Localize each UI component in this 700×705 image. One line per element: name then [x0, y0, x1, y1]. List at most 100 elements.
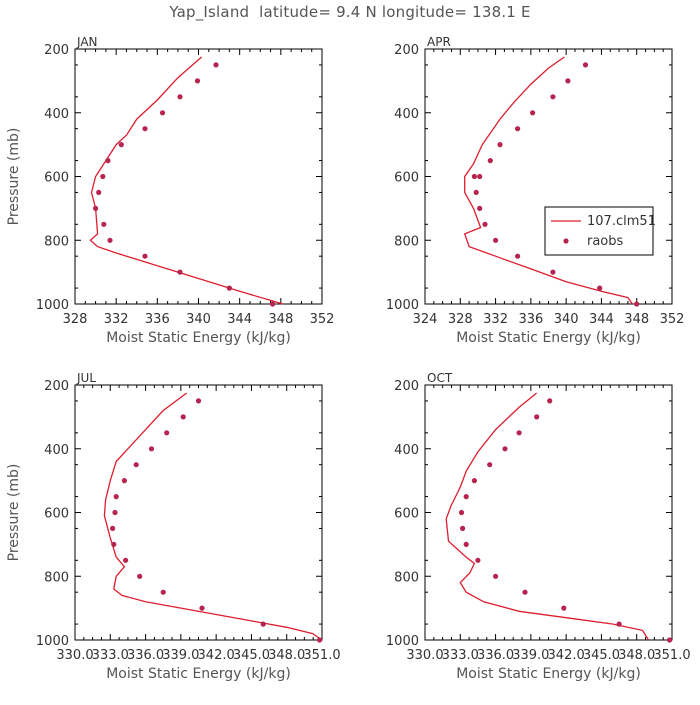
raobs-point	[260, 621, 266, 627]
y-tick-label: 400	[394, 443, 419, 458]
y-tick-label: 200	[44, 379, 69, 394]
raobs-point	[516, 430, 522, 436]
panel-title: JUL	[76, 371, 96, 385]
panel-jul: JUL 330.0333.0336.0339.0342.0345.0348.035…	[6, 371, 341, 682]
x-axis-label: Moist Static Energy (kJ/kg)	[456, 330, 641, 346]
raobs-point	[121, 478, 127, 484]
raobs-point	[226, 285, 232, 291]
y-tick-label: 600	[394, 171, 419, 186]
raobs-point	[118, 142, 124, 148]
x-tick-label: 342.0	[198, 648, 235, 663]
raobs-point	[133, 462, 139, 468]
raobs-point	[616, 621, 622, 627]
x-tick-label: 333.0	[92, 648, 129, 663]
raobs-point	[493, 573, 499, 579]
raobs-point	[477, 205, 483, 211]
raobs-point	[111, 541, 117, 548]
x-tick-label: 351.0	[303, 648, 340, 663]
raobs-point	[534, 414, 540, 420]
x-tick-label: 352	[310, 312, 335, 327]
raobs-point	[597, 285, 603, 291]
raobs-point	[550, 94, 556, 100]
y-tick-label: 600	[44, 171, 69, 186]
x-tick-label: 352	[660, 312, 685, 327]
raobs-point	[148, 446, 155, 452]
raobs-point	[473, 189, 479, 195]
x-tick-label: 348.0	[618, 648, 655, 663]
raobs-point	[159, 110, 166, 116]
x-tick-label: 336.0	[477, 648, 514, 663]
x-tick-label: 336	[145, 312, 170, 327]
y-tick-label: 400	[394, 107, 419, 122]
panel-oct: OCT 330.0333.0336.0339.0342.0345.0348.035…	[386, 371, 691, 682]
figure-title: Yap_Island latitude= 9.4 N longitude= 13…	[169, 3, 531, 21]
x-tick-label: 348.0	[268, 648, 305, 663]
y-tick-label: 800	[394, 570, 419, 585]
panel-title: APR	[427, 35, 451, 49]
raobs-point	[93, 205, 99, 211]
raobs-point	[667, 637, 673, 643]
raobs-point	[199, 605, 205, 611]
x-axis-label: Moist Static Energy (kJ/kg)	[106, 666, 291, 682]
x-tick-label: 348	[624, 312, 649, 327]
y-tick-label: 600	[44, 507, 69, 522]
raobs-point	[142, 253, 148, 259]
raobs-point	[96, 189, 102, 195]
raobs-point	[475, 557, 481, 563]
y-axis-label: Pressure (mb)	[6, 464, 22, 562]
raobs-point	[547, 398, 553, 404]
raobs-point	[112, 509, 118, 516]
raobs-point	[105, 158, 111, 164]
raobs-point	[477, 173, 483, 180]
x-axis-label: Moist Static Energy (kJ/kg)	[106, 330, 291, 346]
x-tick-label: 324	[413, 312, 438, 327]
series-line-107-clm51	[89, 56, 284, 305]
y-tick-label: 400	[44, 443, 69, 458]
plot-frame	[74, 48, 323, 305]
raobs-point	[113, 494, 119, 500]
raobs-point	[502, 446, 508, 452]
y-tick-label: 1000	[386, 298, 419, 313]
raobs-point	[213, 62, 219, 68]
x-tick-label: 328	[448, 312, 473, 327]
raobs-point	[195, 398, 202, 404]
raobs-point	[177, 94, 183, 100]
raobs-point	[493, 237, 499, 243]
y-axis-label: Pressure (mb)	[6, 128, 22, 226]
y-tick-label: 1000	[386, 634, 419, 649]
x-tick-label: 333.0	[442, 648, 479, 663]
y-tick-label: 400	[44, 107, 69, 122]
y-tick-label: 200	[44, 43, 69, 58]
panel-title: JAN	[76, 35, 98, 49]
series-line-107-clm51	[103, 392, 323, 641]
plot-frame	[424, 48, 673, 305]
raobs-point	[100, 173, 106, 180]
x-tick-label: 351.0	[653, 648, 690, 663]
raobs-point	[561, 605, 567, 611]
y-tick-label: 200	[394, 379, 419, 394]
x-tick-label: 348	[268, 312, 293, 327]
x-tick-label: 345.0	[233, 648, 270, 663]
x-tick-label: 342.0	[548, 648, 585, 663]
raobs-point	[458, 509, 465, 516]
x-tick-label: 340	[186, 312, 211, 327]
raobs-point	[471, 478, 477, 484]
raobs-point	[270, 301, 276, 307]
series-line-107-clm51	[463, 56, 633, 305]
raobs-point	[530, 110, 536, 116]
y-tick-label: 200	[394, 43, 419, 58]
x-tick-label: 330.0	[56, 648, 93, 663]
legend-box	[544, 206, 654, 256]
x-tick-label: 340	[554, 312, 579, 327]
y-tick-label: 800	[44, 234, 69, 249]
x-tick-label: 332	[483, 312, 508, 327]
raobs-point	[487, 158, 493, 164]
x-tick-label: 344	[227, 312, 252, 327]
raobs-point	[107, 237, 113, 243]
raobs-point	[582, 62, 589, 68]
y-tick-label: 1000	[36, 634, 69, 649]
series-line-107-clm51	[445, 392, 650, 641]
legend: 107.clm51 raobs	[544, 206, 656, 256]
